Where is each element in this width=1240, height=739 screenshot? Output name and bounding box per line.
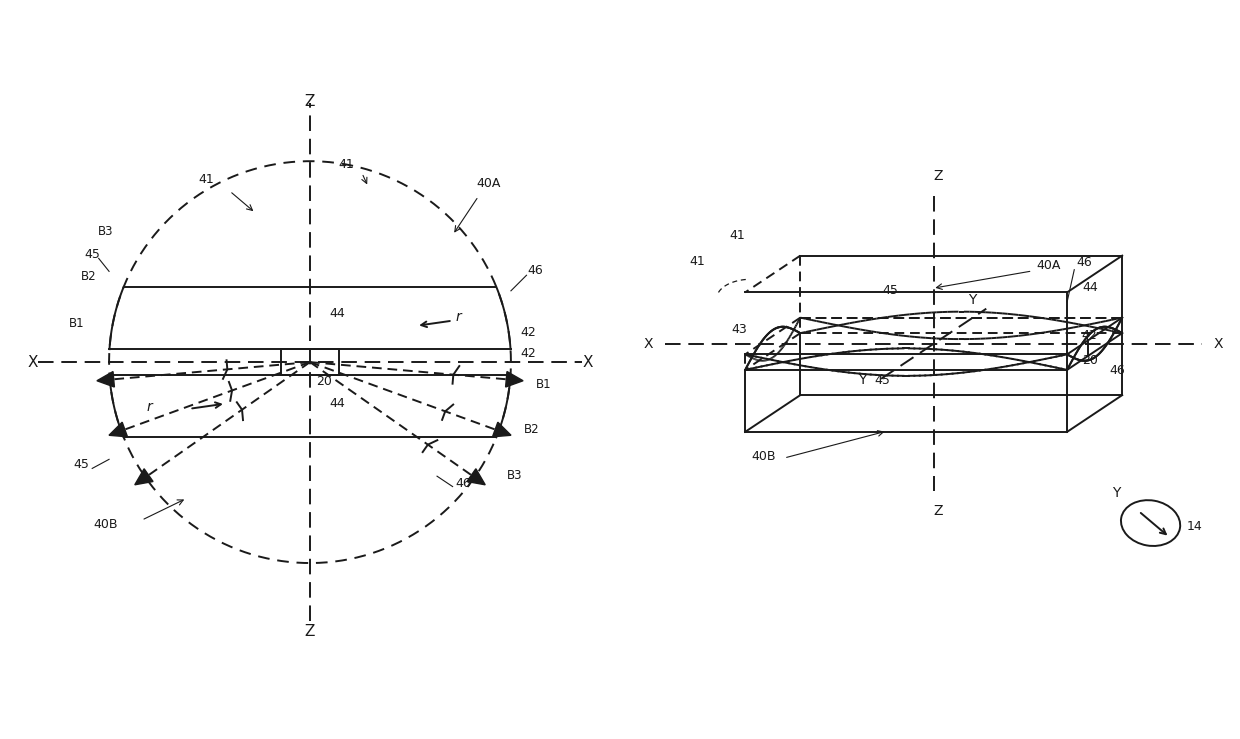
Text: 44: 44 bbox=[330, 307, 345, 320]
Text: 46: 46 bbox=[455, 477, 471, 489]
Text: B2: B2 bbox=[525, 423, 539, 437]
Text: 20: 20 bbox=[316, 375, 332, 389]
Text: Y: Y bbox=[1112, 486, 1121, 500]
Text: X: X bbox=[1214, 337, 1224, 351]
Polygon shape bbox=[97, 372, 114, 387]
Text: Y: Y bbox=[968, 293, 977, 307]
Text: 41: 41 bbox=[339, 157, 355, 171]
Text: 14: 14 bbox=[1187, 520, 1202, 534]
Text: Y: Y bbox=[858, 373, 867, 387]
Text: 43: 43 bbox=[732, 323, 746, 336]
Text: 44: 44 bbox=[330, 398, 345, 410]
Polygon shape bbox=[492, 422, 511, 437]
Polygon shape bbox=[109, 422, 128, 437]
Text: 45: 45 bbox=[73, 458, 89, 471]
Text: 40B: 40B bbox=[751, 451, 776, 463]
Text: Z: Z bbox=[934, 504, 944, 518]
Text: X: X bbox=[644, 337, 653, 351]
Text: 20: 20 bbox=[1081, 353, 1097, 367]
Text: 41: 41 bbox=[198, 173, 215, 186]
Text: X: X bbox=[27, 355, 37, 370]
Text: B3: B3 bbox=[98, 225, 113, 238]
Text: 45: 45 bbox=[84, 248, 100, 262]
Text: Z: Z bbox=[934, 169, 944, 183]
Text: 46: 46 bbox=[1110, 364, 1126, 377]
Text: B1: B1 bbox=[68, 317, 84, 330]
Text: 42: 42 bbox=[1081, 329, 1097, 342]
Text: r: r bbox=[146, 401, 151, 415]
Text: 45: 45 bbox=[874, 374, 890, 386]
Polygon shape bbox=[506, 372, 523, 387]
Polygon shape bbox=[467, 469, 485, 485]
Text: 42: 42 bbox=[520, 326, 536, 339]
Text: 46: 46 bbox=[1076, 256, 1092, 269]
Text: 42: 42 bbox=[520, 347, 536, 360]
Text: 41: 41 bbox=[729, 228, 745, 242]
Text: 44: 44 bbox=[1083, 281, 1099, 294]
Text: B1: B1 bbox=[536, 378, 552, 391]
Text: Z: Z bbox=[305, 95, 315, 109]
Text: B2: B2 bbox=[81, 270, 97, 284]
Text: B3: B3 bbox=[507, 469, 522, 482]
Text: 40A: 40A bbox=[476, 177, 500, 190]
Text: r: r bbox=[455, 310, 461, 324]
Text: Z: Z bbox=[305, 624, 315, 639]
Text: 46: 46 bbox=[528, 264, 543, 277]
Text: 45: 45 bbox=[883, 284, 899, 296]
Text: 40B: 40B bbox=[94, 518, 118, 531]
Polygon shape bbox=[135, 469, 153, 485]
Text: 40A: 40A bbox=[1037, 259, 1060, 271]
Text: 41: 41 bbox=[689, 255, 704, 268]
Text: X: X bbox=[583, 355, 593, 370]
